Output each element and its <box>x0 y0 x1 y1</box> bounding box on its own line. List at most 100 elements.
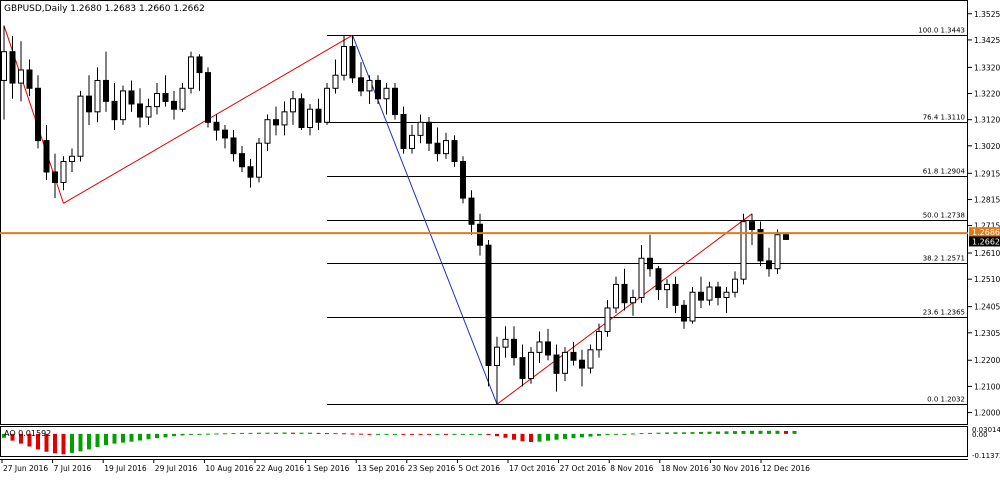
candle-bear <box>434 142 441 155</box>
candle-bull <box>562 351 568 374</box>
candle-bear <box>485 244 492 366</box>
ao-bar <box>282 432 287 434</box>
candle-bear <box>213 121 220 131</box>
ao-bar <box>53 433 57 454</box>
ao-bar <box>580 433 584 438</box>
ao-bar <box>2 433 6 438</box>
price-axis-label: 1.3425 <box>974 36 1000 45</box>
fib-level-label: 61.8 1.2904 <box>923 168 966 176</box>
ao-bar <box>325 433 329 435</box>
candle-bear <box>545 341 551 356</box>
price-axis-label: 1.2610 <box>974 249 1000 258</box>
hline-price-tag-label: 1.2686 <box>972 228 1000 237</box>
candle-bull <box>69 155 75 163</box>
fibonacci-retracement[interactable]: 100.0 1.3443 76.4 1.3110 61.8 1.2904 50.0 1… <box>327 27 968 405</box>
indicator-axis-label: -0.11373 <box>972 452 1000 460</box>
ao-bar <box>427 433 431 435</box>
ao-bar <box>758 430 763 434</box>
ao-bar <box>112 433 117 444</box>
candle-bull <box>630 296 636 304</box>
date-axis-label: 23 Sep 2016 <box>408 464 456 473</box>
price-axis-label: 1.2200 <box>974 356 1000 365</box>
price-axis-label: 1.3525 <box>974 10 1000 19</box>
candle-bear <box>230 137 237 155</box>
candle-bear <box>239 153 245 168</box>
candle-bull <box>264 119 271 144</box>
ao-bar <box>206 433 210 435</box>
candle-bull <box>604 307 611 332</box>
ao-bar <box>775 430 780 434</box>
candle-bear <box>222 129 228 139</box>
fib-level-label: 23.6 1.2365 <box>923 309 965 317</box>
ao-bar <box>461 433 465 435</box>
candle-bear <box>451 140 458 163</box>
ao-bar <box>70 433 74 453</box>
fib-level-label: 100.0 1.3443 <box>918 27 965 35</box>
candle-bear <box>43 140 50 173</box>
ao-bar <box>367 433 372 435</box>
candle-bull <box>179 87 186 110</box>
price-axis[interactable]: 1.3525 1.3425 1.3320 1.3220 1.3120 1.3020 1.29… <box>968 10 1000 418</box>
candle-bear <box>35 87 41 142</box>
ao-bar <box>665 432 669 434</box>
candle-bear <box>477 223 483 246</box>
ao-bar <box>529 433 533 443</box>
candle-bear <box>400 113 407 149</box>
ao-bar <box>648 432 652 434</box>
price-axis-label: 1.2915 <box>974 169 1000 178</box>
price-axis-label: 1.3320 <box>974 63 1000 72</box>
ao-bar <box>87 433 91 450</box>
ao-bar <box>571 433 576 439</box>
ao-bar <box>61 433 66 455</box>
candle-bull <box>281 111 288 126</box>
candle-bull <box>740 221 747 280</box>
candle-bull <box>409 134 415 149</box>
ao-bar <box>163 433 168 438</box>
date-axis-label: 13 Sep 2016 <box>357 464 405 473</box>
candle-bear <box>349 45 356 79</box>
candle-bull <box>188 56 194 89</box>
ao-bar <box>121 433 125 443</box>
date-axis-label: 27 Oct 2016 <box>560 464 607 473</box>
candle-bear <box>621 283 628 304</box>
candle-bear <box>171 100 177 110</box>
ao-bar <box>520 433 525 442</box>
candle-bear <box>205 72 211 123</box>
candle-bull <box>706 286 713 301</box>
trendline-blue[interactable] <box>352 35 498 405</box>
ao-bar <box>146 433 151 440</box>
ao-bar <box>180 433 185 436</box>
ao-bar <box>639 433 644 435</box>
ao-bar <box>631 433 635 435</box>
ao-bar <box>291 432 295 434</box>
ao-bar <box>452 433 457 435</box>
ao-bar <box>656 432 661 434</box>
indicator-axis-label: 0.00 <box>972 431 988 439</box>
candle-bear <box>579 359 585 369</box>
ao-bar <box>231 433 236 435</box>
ao-bar <box>248 432 253 434</box>
price-axis-label: 1.3020 <box>974 142 1000 151</box>
date-axis-label: 8 Nov 2016 <box>610 464 653 473</box>
date-axis-label: 30 Nov 2016 <box>711 464 759 473</box>
ao-bar <box>104 433 108 446</box>
ao-bar <box>724 431 729 434</box>
price-axis-label: 1.2405 <box>974 303 1000 312</box>
candle-bear <box>375 79 381 100</box>
ao-bar <box>393 433 397 435</box>
candle-bear <box>103 79 109 102</box>
candlestick-series <box>1 25 789 405</box>
candle-bull <box>723 291 730 298</box>
ao-bar <box>189 433 193 435</box>
candle-bull <box>120 90 126 121</box>
ao-bar <box>223 433 227 435</box>
candle-bull <box>689 291 696 322</box>
ao-bar <box>546 433 550 441</box>
fib-level-label: 0.0 1.2032 <box>927 396 965 404</box>
candle-bear <box>9 51 16 84</box>
candle-bull <box>77 95 84 157</box>
candle-bear <box>698 291 704 301</box>
